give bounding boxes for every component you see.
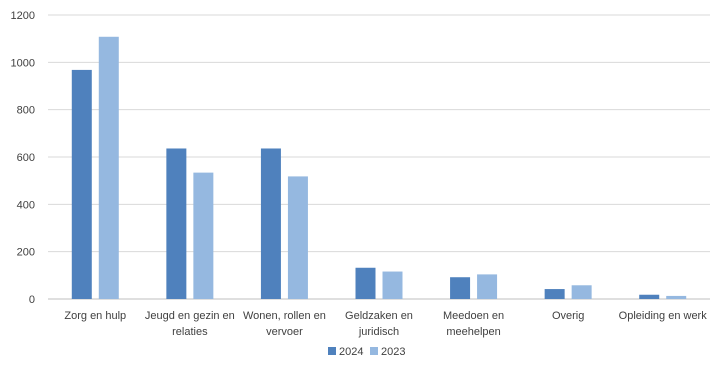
y-tick-label: 1200: [11, 10, 35, 22]
legend-swatch-2024: [328, 347, 336, 355]
y-tick-label: 1000: [11, 57, 35, 69]
y-tick-label: 400: [17, 199, 35, 211]
bar-2024-6: [639, 294, 660, 299]
bar-2024-0: [71, 69, 92, 299]
x-axis: Zorg en hulp Jeugd en gezin en relaties Won…: [64, 310, 707, 338]
y-axis: 0 200 400 600 800 1000 1200: [11, 10, 35, 306]
legend-label-2023: 2023: [381, 346, 405, 358]
x-category-label: Geldzaken en juridisch: [345, 310, 413, 338]
legend-label-2024: 2024: [339, 346, 363, 358]
x-category-label: Meedoen en meehelpen: [443, 310, 504, 338]
bar-2023-6: [666, 295, 687, 299]
bars: [71, 36, 687, 299]
x-category-label: Overig: [552, 310, 584, 322]
bar-2024-2: [260, 148, 281, 299]
gridlines: [48, 14, 710, 300]
bar-2024-5: [544, 289, 565, 299]
legend-swatch-2023: [370, 347, 378, 355]
y-tick-label: 800: [17, 105, 35, 117]
bar-2023-4: [477, 274, 498, 299]
y-tick-label: 200: [17, 247, 35, 259]
x-category-label: Zorg en hulp: [64, 310, 126, 322]
bar-2024-3: [355, 267, 376, 299]
bar-2023-2: [287, 176, 308, 299]
x-category-label: Opleiding en werk: [619, 310, 708, 322]
bar-2023-0: [98, 36, 119, 299]
y-tick-label: 600: [17, 152, 35, 164]
legend: 2024 2023: [328, 346, 405, 358]
bar-2024-1: [166, 148, 187, 299]
y-tick-label: 0: [29, 294, 35, 306]
bar-2024-4: [450, 277, 471, 299]
bar-2023-5: [571, 285, 592, 299]
bar-2023-3: [382, 271, 403, 299]
bar-2023-1: [193, 172, 214, 299]
x-category-label: Jeugd en gezin en relaties: [145, 310, 235, 338]
x-category-label: Wonen, rollen en vervoer: [243, 310, 326, 338]
